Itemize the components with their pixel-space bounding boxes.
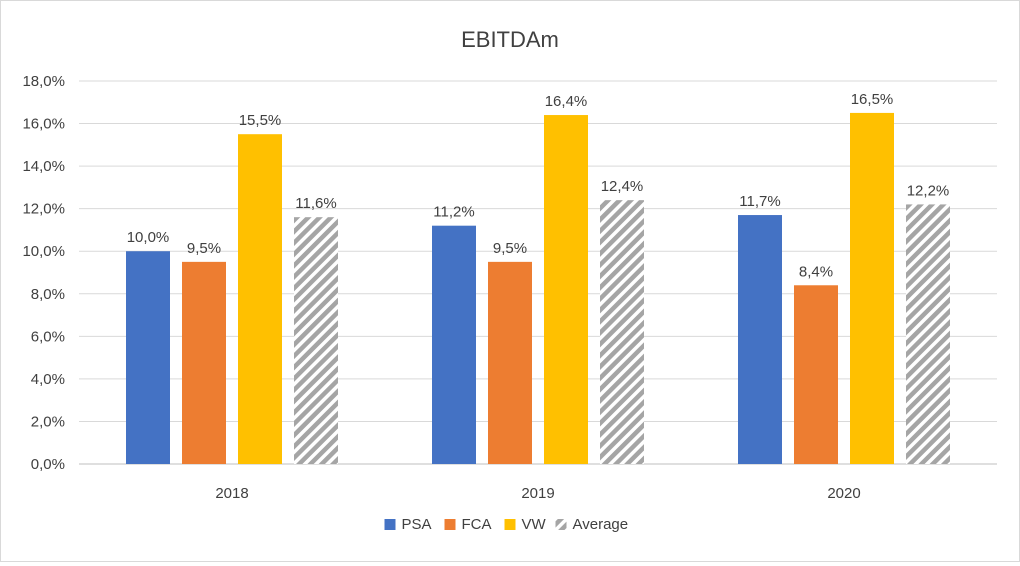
bar-fca-2020 — [794, 285, 838, 464]
bar-average-2020 — [906, 204, 950, 464]
data-label: 16,4% — [545, 93, 588, 110]
y-tick-label: 8,0% — [31, 286, 65, 303]
legend-label-average: Average — [573, 516, 629, 533]
y-tick-label: 10,0% — [22, 243, 65, 260]
data-label: 11,7% — [739, 193, 780, 210]
data-labels: 10,0% 9,5% 15,5% 11,6% 11,2% 9,5% 16,4% 12,4% 11… — [127, 91, 950, 280]
data-label: 8,4% — [799, 263, 833, 280]
bar-vw-2018 — [238, 134, 282, 464]
y-tick-label: 6,0% — [31, 328, 65, 345]
bar-average-2019 — [600, 200, 644, 464]
y-tick-label: 16,0% — [22, 116, 65, 133]
y-tick-label: 18,0% — [22, 73, 65, 90]
data-label: 10,0% — [127, 229, 170, 246]
legend-swatch-average — [555, 519, 567, 530]
y-tick-label: 0,0% — [31, 456, 65, 473]
legend-label-psa: PSA — [402, 516, 432, 533]
chart-title: EBITDAm — [461, 27, 559, 52]
x-tick-label: 2018 — [215, 485, 248, 502]
bar-psa-2020 — [738, 215, 782, 464]
legend-label-fca: FCA — [462, 516, 492, 533]
gridlines — [79, 80, 997, 465]
data-label: 12,4% — [601, 178, 644, 195]
data-label: 9,5% — [493, 240, 527, 257]
legend-swatch-psa — [384, 519, 396, 530]
bar-fca-2018 — [182, 261, 226, 464]
legend: PSA FCA VW Average — [384, 516, 629, 533]
legend-swatch-fca — [444, 519, 456, 530]
data-label: 11,6% — [295, 195, 336, 212]
bar-psa-2019 — [432, 225, 476, 464]
y-tick-label: 14,0% — [22, 158, 65, 175]
y-tick-label: 2,0% — [31, 413, 65, 430]
bar-average-2018 — [294, 217, 338, 464]
y-tick-label: 4,0% — [31, 371, 65, 388]
legend-swatch-vw — [504, 519, 516, 530]
data-label: 16,5% — [851, 91, 894, 108]
y-tick-label: 12,0% — [22, 201, 65, 218]
data-label: 11,2% — [433, 204, 474, 221]
bar-psa-2018 — [126, 251, 170, 464]
bars — [126, 112, 950, 465]
x-tick-label: 2019 — [521, 485, 554, 502]
data-label: 12,2% — [907, 182, 950, 199]
x-tick-label: 2020 — [827, 485, 860, 502]
data-label: 9,5% — [187, 240, 221, 257]
bar-vw-2019 — [544, 115, 588, 465]
bar-vw-2020 — [850, 112, 894, 465]
bar-fca-2019 — [488, 261, 532, 464]
x-axis: 2018 2019 2020 — [215, 485, 860, 502]
legend-label-vw: VW — [522, 516, 547, 533]
y-axis: 0,0% 2,0% 4,0% 6,0% 8,0% 10,0% 12,0% 14,0% 16,0%… — [22, 73, 65, 473]
data-label: 15,5% — [239, 112, 282, 129]
